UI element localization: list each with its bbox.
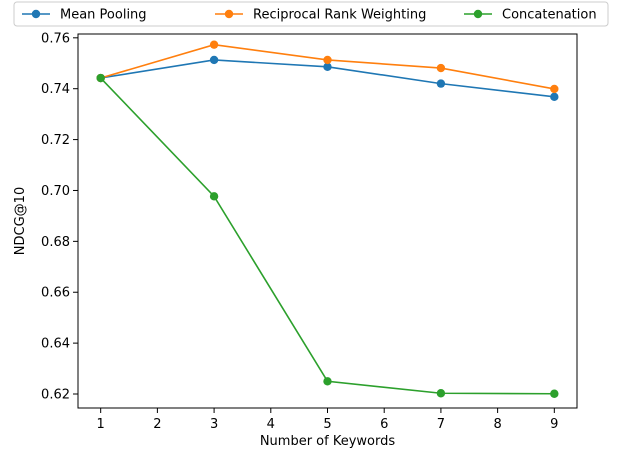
x-tick-label: 9 [550,417,558,432]
data-point [436,79,446,88]
x-tick-label: 4 [267,417,275,432]
series-reciprocal-rank-weighting [96,40,559,94]
x-tick-label: 7 [437,417,445,432]
legend-label: Reciprocal Rank Weighting [253,8,426,23]
y-tick-label: 0.76 [41,31,70,46]
y-tick-label: 0.68 [41,235,70,250]
data-point [96,73,105,83]
x-axis: 1 2 3 4 5 6 7 8 9 [97,408,558,432]
x-tick-label: 2 [153,417,161,432]
series-line [100,77,555,395]
legend-item: Concatenation [464,8,597,23]
data-point [323,377,332,386]
legend-box [13,1,609,27]
data-point [550,92,559,102]
data-point [209,55,219,65]
plot-series [96,40,559,398]
x-tick-label: 8 [493,417,501,432]
data-point [550,84,559,94]
legend-label: Mean Pooling [60,8,147,23]
data-point [209,192,219,201]
legend-marker [31,9,41,19]
x-tick-label: 1 [97,417,105,432]
legend-item: Mean Pooling [22,8,147,23]
y-axis: 0.62 0.64 0.66 0.68 0.70 0.72 0.74 0.76 [41,31,78,403]
x-tick-label: 5 [323,417,331,432]
legend-item: Reciprocal Rank Weighting [215,8,426,23]
legend-marker [473,9,483,19]
data-point [550,389,559,398]
legend: Mean Pooling Reciprocal Rank Weighting Con… [13,1,609,27]
legend-label: Concatenation [502,8,597,23]
y-axis-label: NDCG@10 [13,187,28,255]
series-concatenation [96,73,559,398]
y-tick-label: 0.70 [41,184,70,199]
data-point [436,63,446,73]
x-axis-label: Number of Keywords [260,434,396,449]
data-point [436,389,446,398]
data-point [209,40,219,49]
y-tick-label: 0.66 [41,286,70,301]
legend-marker [224,9,234,19]
data-point [323,55,332,65]
y-tick-label: 0.62 [41,388,70,403]
x-tick-label: 3 [210,417,218,432]
x-tick-label: 6 [380,417,388,432]
y-tick-label: 0.64 [41,337,70,352]
data-point [323,62,332,72]
y-tick-label: 0.74 [41,82,70,97]
y-tick-label: 0.72 [41,133,70,148]
